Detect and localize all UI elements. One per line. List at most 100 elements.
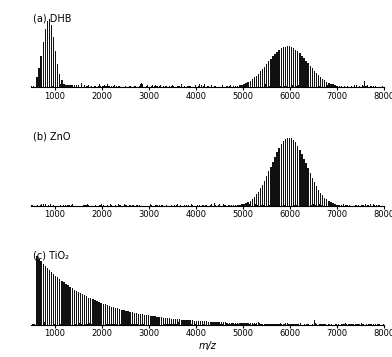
Bar (322, 79, 323, 87)
Bar (82, 294, 83, 325)
Bar (181, 320, 183, 325)
Bar (74, 85, 75, 87)
Bar (268, 61, 269, 87)
Bar (125, 311, 127, 325)
Bar (334, 85, 336, 87)
Bar (74, 290, 75, 325)
Bar (57, 64, 58, 87)
Bar (341, 86, 342, 87)
Bar (43, 263, 44, 325)
Bar (254, 323, 255, 325)
Bar (320, 77, 321, 87)
Text: (a) DHB: (a) DHB (33, 13, 72, 23)
Bar (221, 322, 222, 325)
Bar (150, 316, 152, 325)
Bar (318, 190, 319, 206)
Bar (310, 173, 311, 206)
Bar (314, 71, 315, 87)
Bar (233, 323, 234, 325)
Bar (237, 323, 238, 325)
Bar (274, 157, 276, 206)
Bar (69, 287, 71, 325)
Bar (49, 270, 50, 325)
Bar (136, 313, 137, 325)
Bar (192, 321, 193, 325)
Bar (339, 86, 340, 87)
Bar (291, 47, 292, 87)
Bar (303, 159, 305, 206)
Bar (187, 320, 189, 325)
Bar (268, 324, 269, 325)
Bar (285, 324, 286, 325)
Bar (148, 316, 149, 325)
Bar (297, 51, 298, 87)
Bar (341, 205, 342, 206)
Bar (47, 268, 48, 325)
Bar (69, 85, 71, 87)
Bar (307, 169, 309, 206)
Bar (283, 324, 284, 325)
Bar (250, 323, 251, 325)
Bar (324, 198, 325, 206)
Bar (63, 282, 65, 325)
Bar (245, 203, 247, 206)
Bar (270, 59, 272, 87)
Bar (262, 323, 263, 325)
Bar (86, 297, 87, 325)
Bar (332, 203, 334, 206)
Bar (113, 307, 114, 325)
Bar (227, 322, 228, 325)
Bar (326, 200, 327, 206)
Bar (129, 312, 131, 325)
Bar (330, 84, 332, 87)
Bar (123, 310, 125, 325)
Bar (237, 205, 238, 206)
Bar (270, 324, 272, 325)
Bar (258, 74, 259, 87)
Bar (38, 68, 40, 87)
Bar (281, 324, 282, 325)
Bar (316, 186, 317, 206)
Bar (262, 185, 263, 206)
Bar (316, 73, 317, 87)
Text: (c) TiO₂: (c) TiO₂ (33, 251, 69, 261)
Bar (78, 85, 79, 87)
Bar (243, 204, 245, 206)
Bar (132, 312, 133, 325)
Bar (272, 56, 274, 87)
Bar (154, 316, 156, 325)
Bar (229, 323, 230, 325)
Bar (115, 308, 116, 325)
Bar (185, 320, 187, 325)
Bar (343, 86, 344, 87)
Bar (127, 311, 129, 325)
Bar (218, 322, 220, 325)
Bar (212, 322, 214, 325)
X-axis label: m/z: m/z (199, 341, 217, 351)
Bar (196, 321, 197, 325)
Bar (241, 204, 243, 206)
Bar (51, 272, 52, 325)
Bar (57, 277, 58, 325)
Bar (235, 323, 236, 325)
Bar (250, 201, 251, 206)
Bar (312, 69, 313, 87)
Bar (90, 298, 91, 325)
Bar (88, 297, 89, 325)
Bar (80, 293, 81, 325)
Bar (103, 304, 104, 325)
Bar (100, 303, 102, 325)
Bar (206, 322, 207, 325)
Bar (204, 321, 205, 325)
Bar (247, 82, 249, 87)
Bar (287, 324, 288, 325)
Bar (307, 63, 309, 87)
Bar (293, 140, 294, 206)
Bar (293, 48, 294, 87)
Bar (216, 322, 218, 325)
Bar (281, 49, 282, 87)
Bar (266, 176, 267, 206)
Bar (65, 284, 67, 325)
Bar (245, 83, 247, 87)
Bar (144, 315, 145, 325)
